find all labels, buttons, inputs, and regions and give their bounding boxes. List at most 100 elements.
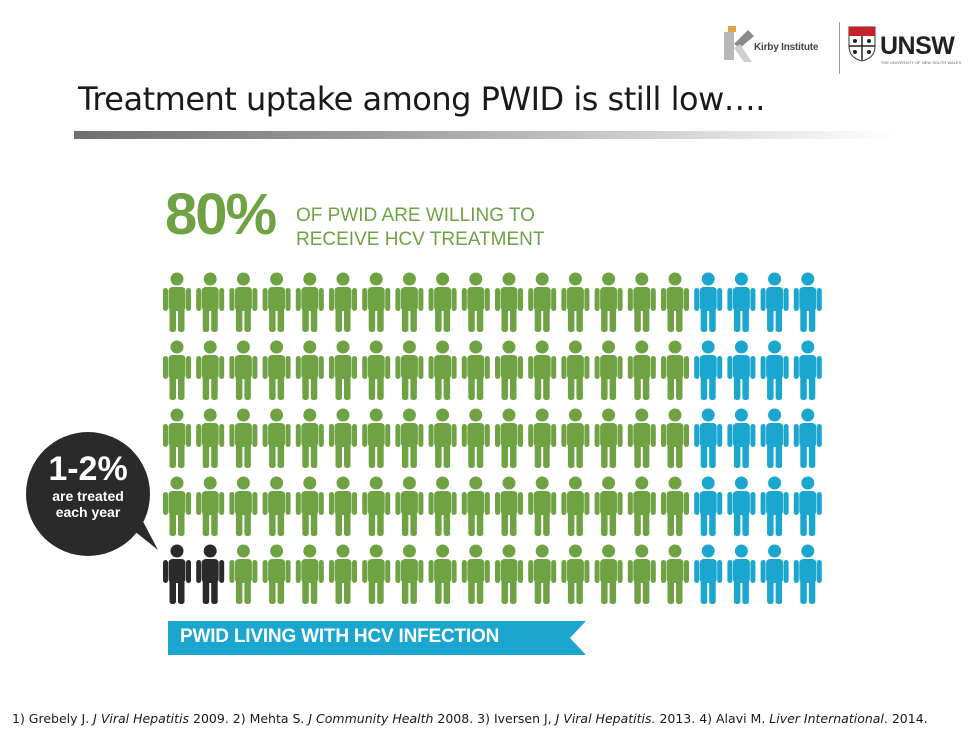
person-figure-icon bbox=[428, 408, 457, 468]
treated-percent: 1-2% bbox=[48, 450, 128, 488]
person-figure-icon bbox=[528, 544, 557, 604]
person-figure-icon bbox=[561, 476, 590, 536]
person-figure-icon bbox=[528, 476, 557, 536]
person-figure-icon bbox=[594, 340, 623, 400]
person-figure-icon bbox=[196, 272, 225, 332]
person-figure-icon bbox=[727, 408, 756, 468]
person-figure-icon bbox=[694, 272, 723, 332]
references: 1) Grebely J. J Viral Hepatitis 2009. 2)… bbox=[12, 711, 928, 726]
person-figure-icon bbox=[329, 272, 357, 332]
person-figure-icon bbox=[329, 408, 357, 468]
person-figure-icon bbox=[495, 476, 523, 536]
reference-3-authors: 3) Iversen J, bbox=[477, 711, 556, 726]
person-figure-icon bbox=[229, 476, 258, 536]
logo-divider bbox=[839, 22, 840, 74]
person-figure-icon bbox=[229, 408, 258, 468]
person-figure-icon bbox=[594, 272, 623, 332]
person-figure-icon bbox=[661, 476, 689, 536]
person-figure-icon bbox=[793, 340, 822, 400]
person-figure-icon bbox=[561, 272, 590, 332]
person-figure-icon bbox=[727, 544, 756, 604]
person-figure-icon bbox=[262, 408, 291, 468]
reference-4-authors: 4) Alavi M. bbox=[699, 711, 770, 726]
person-figure-icon bbox=[461, 476, 490, 536]
reference-2-year: 2008. bbox=[433, 711, 478, 726]
person-figure-icon bbox=[627, 544, 656, 604]
person-figure-icon bbox=[428, 272, 457, 332]
person-figure-icon bbox=[760, 476, 789, 536]
unsw-crest-icon bbox=[848, 26, 876, 62]
person-figure-icon bbox=[528, 272, 557, 332]
person-figure-icon bbox=[627, 408, 656, 468]
person-figure-icon bbox=[395, 340, 424, 400]
person-figure-icon bbox=[760, 340, 789, 400]
person-figure-icon bbox=[262, 272, 291, 332]
person-figure-icon bbox=[661, 272, 689, 332]
person-figure-icon bbox=[727, 272, 756, 332]
reference-3-year: 2013. bbox=[655, 711, 700, 726]
person-figure-icon bbox=[395, 408, 424, 468]
hcv-banner bbox=[168, 621, 586, 655]
person-figure-icon bbox=[163, 408, 191, 468]
person-figure-icon bbox=[362, 272, 391, 332]
person-figure-icon bbox=[661, 340, 689, 400]
person-figure-icon bbox=[163, 476, 191, 536]
people-figure-grid bbox=[163, 272, 822, 604]
willing-line-1: OF PWID ARE WILLING TO bbox=[296, 205, 535, 226]
person-figure-icon bbox=[694, 340, 723, 400]
person-figure-icon bbox=[329, 544, 357, 604]
willing-statement: OF PWID ARE WILLING TO RECEIVE HCV TREAT… bbox=[296, 204, 544, 252]
person-figure-icon bbox=[627, 272, 656, 332]
person-figure-icon bbox=[793, 476, 822, 536]
reference-4-journal: Liver International bbox=[769, 711, 884, 726]
person-figure-icon bbox=[495, 272, 523, 332]
person-figure-icon bbox=[694, 476, 723, 536]
person-figure-icon bbox=[461, 408, 490, 468]
person-figure-icon bbox=[528, 340, 557, 400]
person-figure-icon bbox=[196, 544, 225, 604]
reference-2-journal: J Community Health bbox=[308, 711, 434, 726]
person-figure-icon bbox=[760, 544, 789, 604]
header-logos: Kirby Institute UNSW THE UNIVERSITY OF N… bbox=[722, 22, 962, 78]
person-figure-icon bbox=[495, 544, 523, 604]
person-figure-icon bbox=[561, 408, 590, 468]
person-figure-icon bbox=[694, 408, 723, 468]
person-figure-icon bbox=[793, 544, 822, 604]
person-figure-icon bbox=[793, 408, 822, 468]
person-figure-icon bbox=[163, 544, 191, 604]
treated-line-1: are treated bbox=[52, 488, 124, 504]
person-figure-icon bbox=[196, 408, 225, 468]
person-figure-icon bbox=[694, 544, 723, 604]
person-figure-icon bbox=[163, 340, 191, 400]
person-figure-icon bbox=[428, 544, 457, 604]
person-figure-icon bbox=[362, 476, 391, 536]
person-figure-icon bbox=[561, 544, 590, 604]
person-figure-icon bbox=[760, 272, 789, 332]
person-figure-icon bbox=[229, 340, 258, 400]
person-figure-icon bbox=[661, 544, 689, 604]
person-figure-icon bbox=[196, 340, 225, 400]
person-figure-icon bbox=[196, 476, 225, 536]
person-figure-icon bbox=[495, 408, 523, 468]
treated-line-2: each year bbox=[55, 504, 121, 520]
person-figure-icon bbox=[561, 340, 590, 400]
reference-2-authors: 2) Mehta S. bbox=[232, 711, 309, 726]
person-figure-icon bbox=[461, 340, 490, 400]
person-figure-icon bbox=[594, 476, 623, 536]
reference-1-journal: J Viral Hepatitis bbox=[93, 711, 190, 726]
person-figure-icon bbox=[627, 340, 656, 400]
kirby-logo-text: Kirby Institute bbox=[754, 42, 819, 53]
person-figure-icon bbox=[329, 476, 357, 536]
person-figure-icon bbox=[395, 272, 424, 332]
speech-bubble bbox=[26, 432, 158, 556]
person-figure-icon bbox=[661, 408, 689, 468]
willing-line-2: RECEIVE HCV TREATMENT bbox=[296, 229, 545, 250]
person-figure-icon bbox=[295, 476, 324, 536]
person-figure-icon bbox=[295, 340, 324, 400]
person-figure-icon bbox=[461, 272, 490, 332]
person-figure-icon bbox=[727, 476, 756, 536]
person-figure-icon bbox=[262, 340, 291, 400]
reference-3-journal: J Viral Hepatitis. bbox=[555, 711, 656, 726]
person-figure-icon bbox=[428, 476, 457, 536]
reference-1-year: 2009. bbox=[189, 711, 233, 726]
